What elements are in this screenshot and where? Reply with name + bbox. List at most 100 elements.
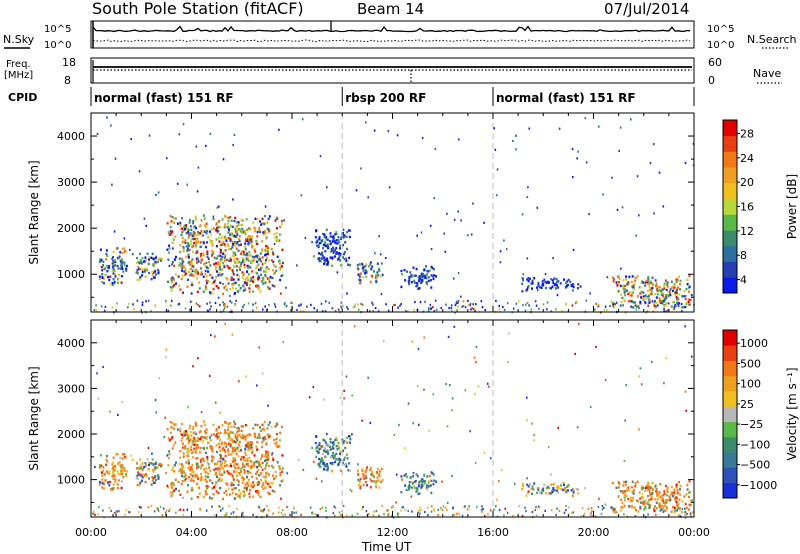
echo-cell (185, 245, 188, 248)
echo-cell (150, 310, 152, 313)
echo-cell (580, 515, 583, 518)
echo-cell (235, 441, 238, 444)
echo-cell (575, 488, 578, 491)
echo-cell (339, 247, 341, 250)
echo-cell (188, 270, 191, 274)
echo-cell (668, 496, 671, 499)
echo-cell (309, 506, 312, 509)
echo-cell (177, 480, 180, 484)
echo-cell (649, 299, 652, 302)
echo-cell (251, 246, 254, 249)
echo-cell (183, 475, 186, 479)
echo-cell (351, 514, 353, 517)
echo-cell (165, 355, 167, 359)
echo-cell (185, 437, 188, 441)
echo-cell (245, 487, 248, 490)
echo-cell (630, 118, 632, 121)
echo-cell (264, 437, 267, 441)
echo-cell (255, 239, 258, 243)
echo-cell (222, 309, 225, 312)
echo-cell (281, 273, 284, 277)
echo-cell (244, 253, 247, 257)
echo-cell (141, 473, 144, 476)
echo-cell (227, 448, 230, 451)
echo-cell (238, 235, 241, 238)
echo-cell (229, 216, 232, 219)
echo-cell (522, 273, 525, 276)
echo-cell (647, 513, 649, 516)
echo-cell (367, 513, 369, 517)
echo-cell (417, 481, 420, 485)
x-tick-label: 12:00 (377, 526, 409, 539)
echo-cell (247, 470, 250, 474)
echo-cell (236, 230, 238, 233)
echo-cell (432, 275, 435, 278)
echo-cell (202, 495, 205, 499)
echo-cell (344, 241, 347, 244)
echo-cell (648, 283, 651, 286)
echo-cell (662, 510, 665, 513)
echo-cell (189, 309, 191, 312)
echo-cell (231, 240, 234, 244)
echo-cell (171, 422, 174, 425)
echo-cell (194, 440, 197, 443)
echo-cell (233, 241, 236, 244)
echo-cell (171, 276, 174, 279)
echo-cell (268, 421, 271, 424)
echo-cell (264, 249, 267, 252)
echo-cell (101, 281, 104, 284)
echo-cell (187, 243, 190, 246)
echo-cell (249, 236, 252, 239)
echo-cell (202, 234, 205, 237)
echo-cell (323, 468, 325, 471)
echo-cell (376, 271, 379, 274)
echo-cell (323, 243, 326, 246)
echo-cell (171, 486, 174, 489)
echo-cell (531, 287, 533, 290)
echo-cell (252, 481, 255, 484)
echo-cell (252, 495, 255, 498)
echo-cell (458, 138, 460, 141)
echo-cell (222, 497, 224, 501)
echo-cell (570, 489, 573, 492)
echo-cell (172, 444, 175, 447)
echo-cell (195, 447, 198, 450)
echo-cell (202, 214, 205, 217)
echo-cell (335, 458, 338, 461)
echo-cell (332, 457, 335, 460)
echo-cell (323, 258, 326, 262)
echo-cell (411, 482, 414, 485)
echo-cell (550, 310, 553, 313)
echo-cell (183, 472, 186, 475)
echo-cell (271, 482, 274, 485)
echo-cell (325, 443, 328, 447)
echo-cell (317, 514, 320, 517)
echo-cell (258, 346, 260, 349)
echo-cell (183, 431, 186, 435)
colorbar-swatch (723, 261, 737, 278)
echo-cell (413, 485, 416, 488)
echo-cell (572, 285, 575, 289)
echo-cell (124, 513, 126, 516)
echo-cell (206, 229, 209, 233)
echo-cell (123, 467, 126, 470)
echo-cell (315, 477, 318, 480)
echo-cell (196, 233, 199, 237)
echo-cell (359, 279, 362, 282)
echo-cell (627, 283, 630, 287)
echo-cell (111, 488, 114, 492)
echo-cell (558, 127, 561, 130)
echo-cell (670, 491, 673, 494)
echo-cell (253, 461, 256, 464)
echo-cell (272, 253, 275, 256)
echo-cell (238, 433, 241, 437)
echo-cell (207, 235, 210, 239)
echo-cell (677, 286, 680, 289)
echo-cell (676, 302, 679, 305)
echo-cell (625, 289, 628, 292)
echo-cell (432, 483, 435, 486)
echo-cell (226, 512, 229, 515)
echo-cell (667, 499, 670, 502)
echo-cell (318, 465, 321, 468)
echo-cell (249, 227, 252, 231)
